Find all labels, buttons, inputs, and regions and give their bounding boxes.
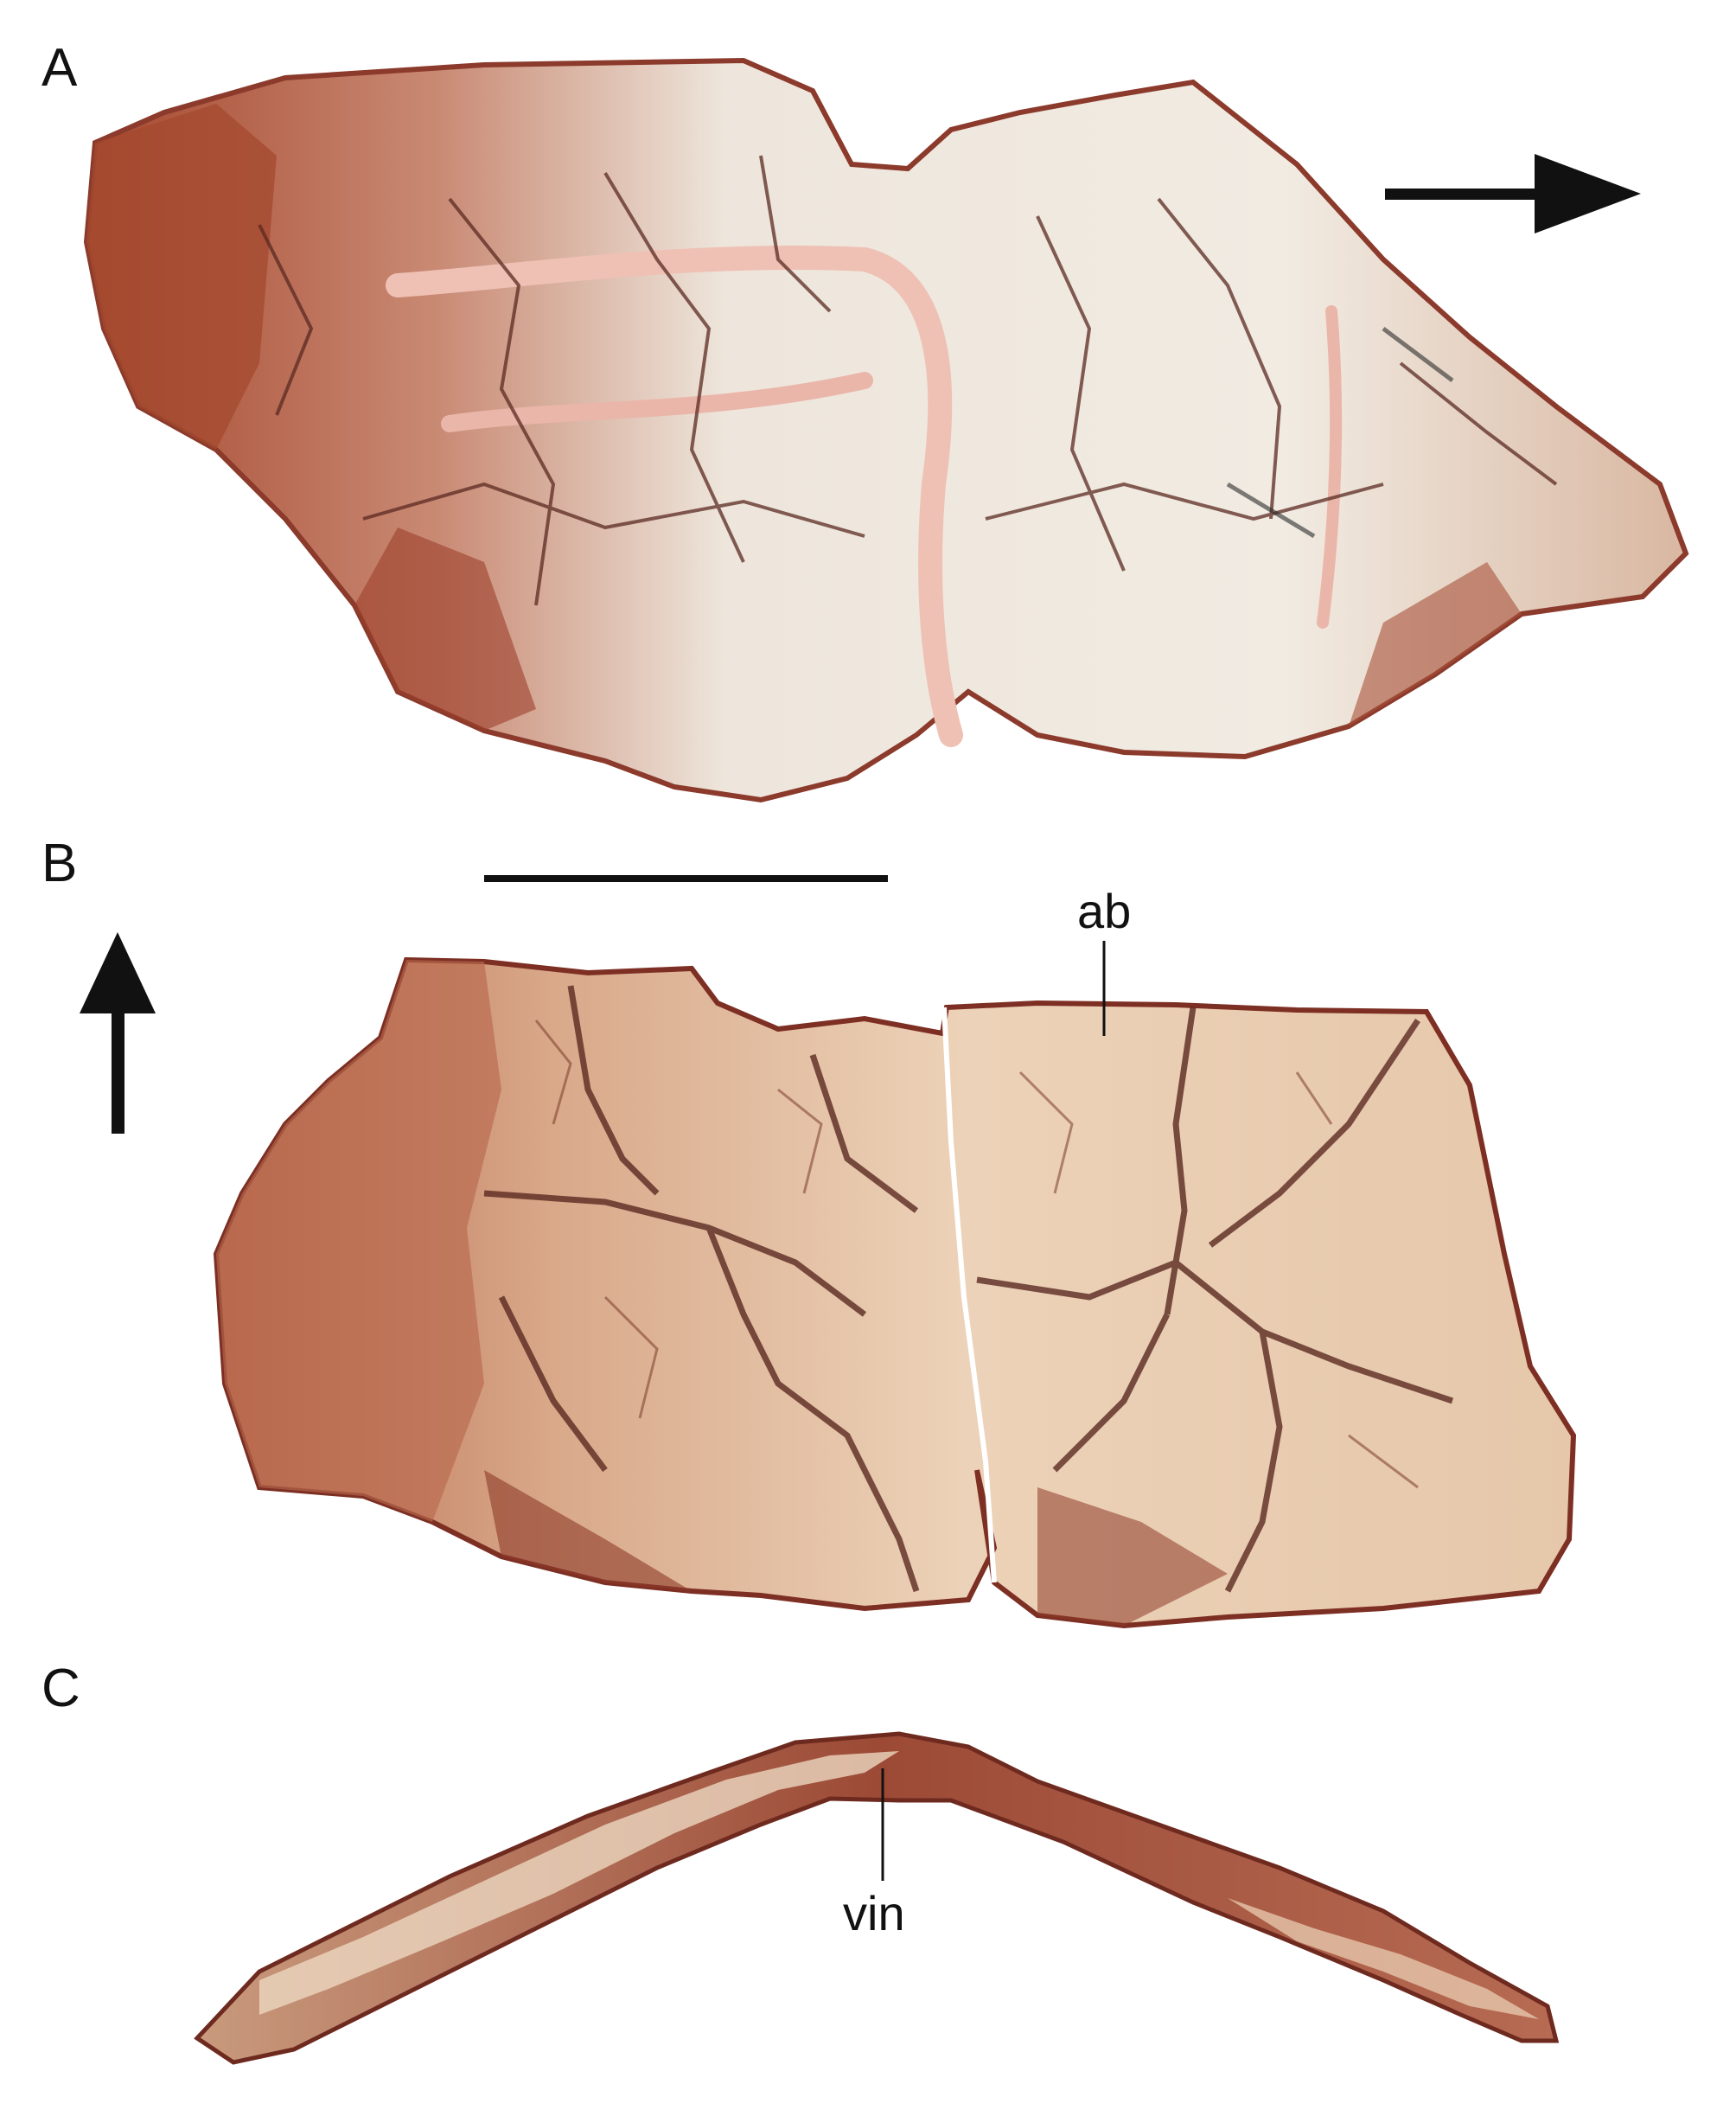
panel-label-a: A — [41, 38, 78, 98]
specimen-b-midline-seam — [941, 1007, 997, 1583]
specimen-c-bone-surface — [259, 1751, 899, 2015]
scale-bar — [484, 875, 888, 882]
direction-arrow-right — [1385, 154, 1641, 233]
specimen-a-dorsal-view — [83, 57, 1689, 803]
label-vin: vin — [843, 1886, 905, 1940]
specimen-a-vein-1 — [386, 246, 963, 747]
specimen-c-anterior-view — [194, 1731, 1560, 2065]
specimen-b-fine-cracks — [534, 1020, 1419, 1489]
label-ab: ab — [1077, 884, 1132, 938]
specimen-a-matrix-right — [1349, 562, 1522, 726]
specimen-b-matrix-left — [216, 960, 501, 1522]
specimen-a-cracks — [258, 155, 1558, 606]
panel-label-b: B — [41, 834, 78, 893]
specimen-a-outline — [83, 57, 1689, 803]
specimen-a-vein-3 — [1317, 305, 1343, 629]
specimen-a-dark-streaks — [1226, 327, 1454, 539]
panel-label-c: C — [41, 1659, 80, 1718]
specimen-b-matrix-bottom — [484, 1470, 692, 1591]
specimen-b-matrix-bottom-right — [1037, 1487, 1228, 1626]
specimen-b-ventral-view — [213, 956, 1577, 1629]
direction-arrow-up — [80, 932, 156, 1134]
specimen-c-bone-surface-right — [1228, 1898, 1539, 2019]
specimen-b-cracks — [483, 985, 1454, 1593]
specimen-a-matrix-left — [86, 104, 277, 450]
specimen-c-outline — [194, 1731, 1560, 2065]
specimen-a-matrix-lower-left — [354, 527, 536, 731]
specimen-a-vein-2 — [441, 372, 873, 432]
